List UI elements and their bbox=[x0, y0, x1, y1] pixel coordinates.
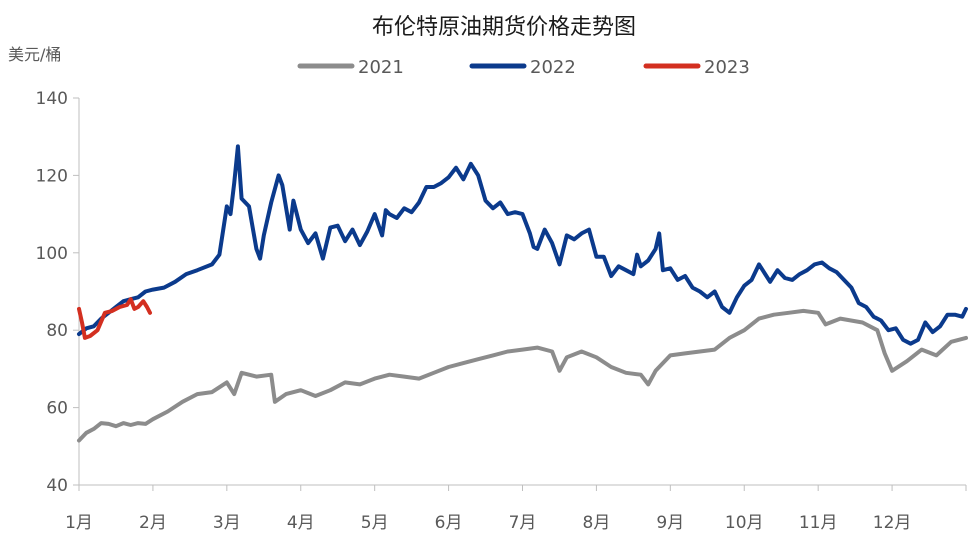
x-tick-label: 4月 bbox=[287, 513, 315, 533]
x-tick-label: 12月 bbox=[873, 513, 912, 533]
y-tick-label: 60 bbox=[46, 399, 68, 419]
x-tick-label: 8月 bbox=[583, 513, 611, 533]
legend-label-2022: 2022 bbox=[530, 57, 576, 78]
x-tick-label: 3月 bbox=[213, 513, 241, 533]
x-tick-label: 9月 bbox=[656, 513, 684, 533]
legend-label-2023: 2023 bbox=[704, 57, 750, 78]
y-tick-label: 100 bbox=[36, 244, 68, 264]
series-line-2023 bbox=[77, 297, 152, 340]
legend-label-2021: 2021 bbox=[358, 57, 404, 78]
x-tick-label: 2月 bbox=[139, 513, 167, 533]
x-tick-label: 5月 bbox=[361, 513, 389, 533]
chart-title: 布伦特原油期货价格走势图 bbox=[372, 15, 636, 40]
x-tick-label: 6月 bbox=[435, 513, 463, 533]
legend: 2021 2022 2023 bbox=[297, 57, 750, 78]
x-tick-label: 1月 bbox=[65, 513, 93, 533]
y-axis-unit-label: 美元/桶 bbox=[8, 45, 61, 64]
x-tick-label: 11月 bbox=[799, 513, 838, 533]
plot-area bbox=[77, 144, 968, 443]
y-tick-label: 40 bbox=[46, 476, 68, 496]
axes: 40 60 80 100 120 140 1月 2月 3月 4月 5月 6月 7月 8月 9月 10月 11月 1… bbox=[36, 89, 967, 533]
x-tick-label: 10月 bbox=[725, 513, 764, 533]
y-tick-label: 120 bbox=[36, 166, 68, 186]
y-tick-label: 80 bbox=[46, 321, 68, 341]
x-tick-label: 7月 bbox=[509, 513, 537, 533]
series-line-2021 bbox=[77, 308, 968, 443]
series-line-2022 bbox=[77, 144, 968, 346]
y-tick-label: 140 bbox=[36, 89, 68, 109]
